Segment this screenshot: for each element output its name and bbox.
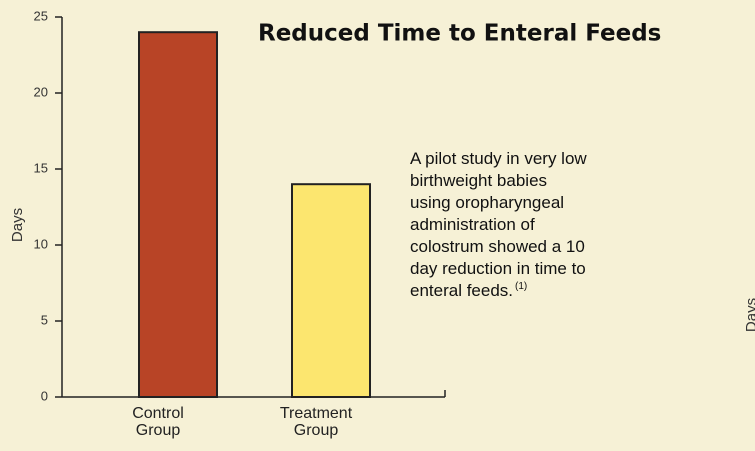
annotation-line: enteral feeds. [410, 281, 513, 300]
y-tick-label: 25 [34, 8, 48, 23]
bar [138, 31, 218, 398]
annotation: A pilot study in very low birthweight bab… [410, 149, 587, 300]
bar [291, 183, 371, 398]
y-tick-label: 0 [41, 388, 48, 403]
annotation-line: colostrum showed a 10 [410, 237, 585, 256]
cropped-axis-label: Days [743, 298, 755, 332]
y-tick-label: 5 [41, 312, 48, 327]
annotation-line: administration of [410, 215, 535, 234]
y-axis-label: Days [9, 208, 26, 242]
y-tick-label: 10 [34, 236, 48, 251]
annotation-line: birthweight babies [410, 171, 547, 190]
y-tick-label: 15 [34, 160, 48, 175]
y-tick-label: 20 [34, 84, 48, 99]
annotation-line: day reduction in time to [410, 259, 586, 278]
annotation-line: using oropharyngeal [410, 193, 564, 212]
annotation-superscript: (1) [515, 281, 527, 292]
annotation-line: A pilot study in very low [410, 149, 587, 168]
x-tick-label: Control Group [132, 405, 184, 439]
chart-title: Reduced Time to Enteral Feeds [258, 21, 661, 47]
x-tick-label: Treatment Group [279, 405, 353, 439]
